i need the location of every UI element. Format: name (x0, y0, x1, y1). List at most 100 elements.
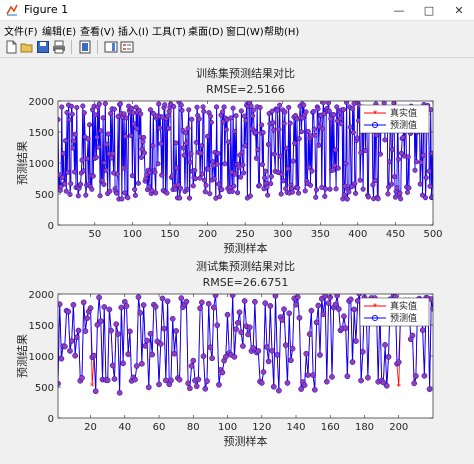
true-point: * (90, 382, 95, 392)
new-figure-icon[interactable] (4, 40, 18, 54)
pred-point (239, 149, 245, 156)
pred-point (382, 342, 388, 348)
pred-point (344, 101, 350, 106)
minimize-button[interactable]: — (393, 3, 405, 17)
x-tick-label: 140 (286, 422, 305, 433)
pred-point (240, 162, 246, 168)
pred-point (335, 306, 342, 312)
pred-point (338, 121, 344, 127)
pred-point (58, 301, 63, 308)
menu-file[interactable]: 文件(F) (4, 27, 38, 38)
menu-window[interactable]: 窗口(W) (226, 27, 264, 38)
pred-point (192, 167, 198, 173)
pred-point (168, 377, 174, 384)
x-tick-label: 150 (160, 229, 179, 240)
save-icon[interactable] (36, 40, 50, 54)
pred-point (193, 139, 199, 145)
pred-point (75, 193, 81, 199)
pred-point (147, 169, 153, 175)
y-tick-label: 500 (35, 383, 54, 394)
print-icon[interactable] (52, 40, 66, 54)
pred-point (252, 298, 258, 305)
pred-point (309, 168, 315, 174)
pred-point (315, 106, 321, 112)
pred-point (115, 331, 121, 337)
pred-point (187, 159, 193, 165)
pred-point (352, 180, 358, 187)
pred-point (183, 298, 190, 305)
pred-point (327, 186, 333, 192)
pred-point (114, 190, 120, 196)
legend-label-pred: 预测值 (390, 312, 417, 324)
pred-point (155, 161, 161, 167)
pred-point (271, 151, 277, 157)
pred-point (198, 143, 205, 149)
pred-point (311, 126, 317, 132)
pred-point (200, 104, 206, 110)
pred-point (354, 297, 361, 304)
menu-insert[interactable]: 插入(I) (118, 27, 149, 38)
pred-point (405, 154, 411, 160)
pred-point (288, 357, 294, 364)
pred-point (374, 132, 380, 138)
pred-point (129, 173, 135, 179)
pred-point (398, 196, 404, 202)
pred-point (214, 104, 220, 110)
y-tick-label: 2000 (29, 97, 54, 108)
open-icon[interactable] (20, 40, 34, 54)
menu-desktop[interactable]: 桌面(D) (188, 27, 224, 38)
pred-point (214, 322, 221, 329)
pred-point (421, 372, 428, 379)
pred-point (420, 152, 426, 158)
pred-point (320, 101, 326, 106)
pred-point (82, 328, 89, 334)
maximize-button[interactable]: □ (423, 3, 435, 17)
pred-point (347, 296, 354, 303)
insert-legend-icon[interactable] (120, 40, 134, 54)
pred-point (113, 321, 120, 328)
pred-point (87, 305, 94, 311)
pred-point (194, 104, 200, 110)
menu-tools[interactable]: 工具(T) (152, 27, 186, 38)
pred-point (343, 161, 349, 167)
menu-help[interactable]: 帮助(H) (264, 27, 300, 38)
pred-point (422, 195, 429, 201)
pred-point (105, 131, 111, 137)
pred-point (236, 164, 242, 170)
pred-point (262, 300, 269, 306)
legend-marker-true: * (373, 110, 378, 120)
pred-point (310, 372, 316, 378)
pred-point (279, 171, 285, 177)
menu-edit[interactable]: 编辑(E) (42, 27, 77, 38)
pred-point (101, 304, 108, 310)
pred-point (102, 101, 108, 107)
menu-view[interactable]: 查看(V) (80, 27, 115, 38)
x-tick-label: 200 (198, 229, 217, 240)
pred-point (302, 188, 308, 194)
pred-point (109, 362, 116, 369)
pred-point (267, 303, 274, 309)
pred-point (277, 153, 283, 159)
link-plot-icon[interactable] (78, 40, 92, 54)
pred-point (253, 155, 259, 161)
pred-point (331, 112, 337, 118)
pred-point (106, 306, 113, 313)
pred-point (197, 175, 203, 181)
pred-point (338, 115, 344, 121)
pred-point (276, 126, 282, 132)
pred-point (195, 376, 202, 383)
pred-point (150, 110, 156, 117)
pred-point (72, 352, 78, 359)
pred-point (207, 344, 214, 351)
pred-point (228, 115, 234, 121)
insert-colorbar-icon[interactable] (104, 40, 118, 54)
chart-subtitle: RMSE=2.5166 (206, 83, 285, 96)
pred-point (284, 380, 291, 386)
pred-point (351, 306, 358, 313)
pred-point (157, 341, 164, 347)
pred-point (389, 146, 395, 153)
close-button[interactable]: ✕ (454, 3, 464, 17)
pred-point (426, 386, 433, 393)
pred-point (140, 302, 147, 308)
pred-point (312, 132, 318, 138)
